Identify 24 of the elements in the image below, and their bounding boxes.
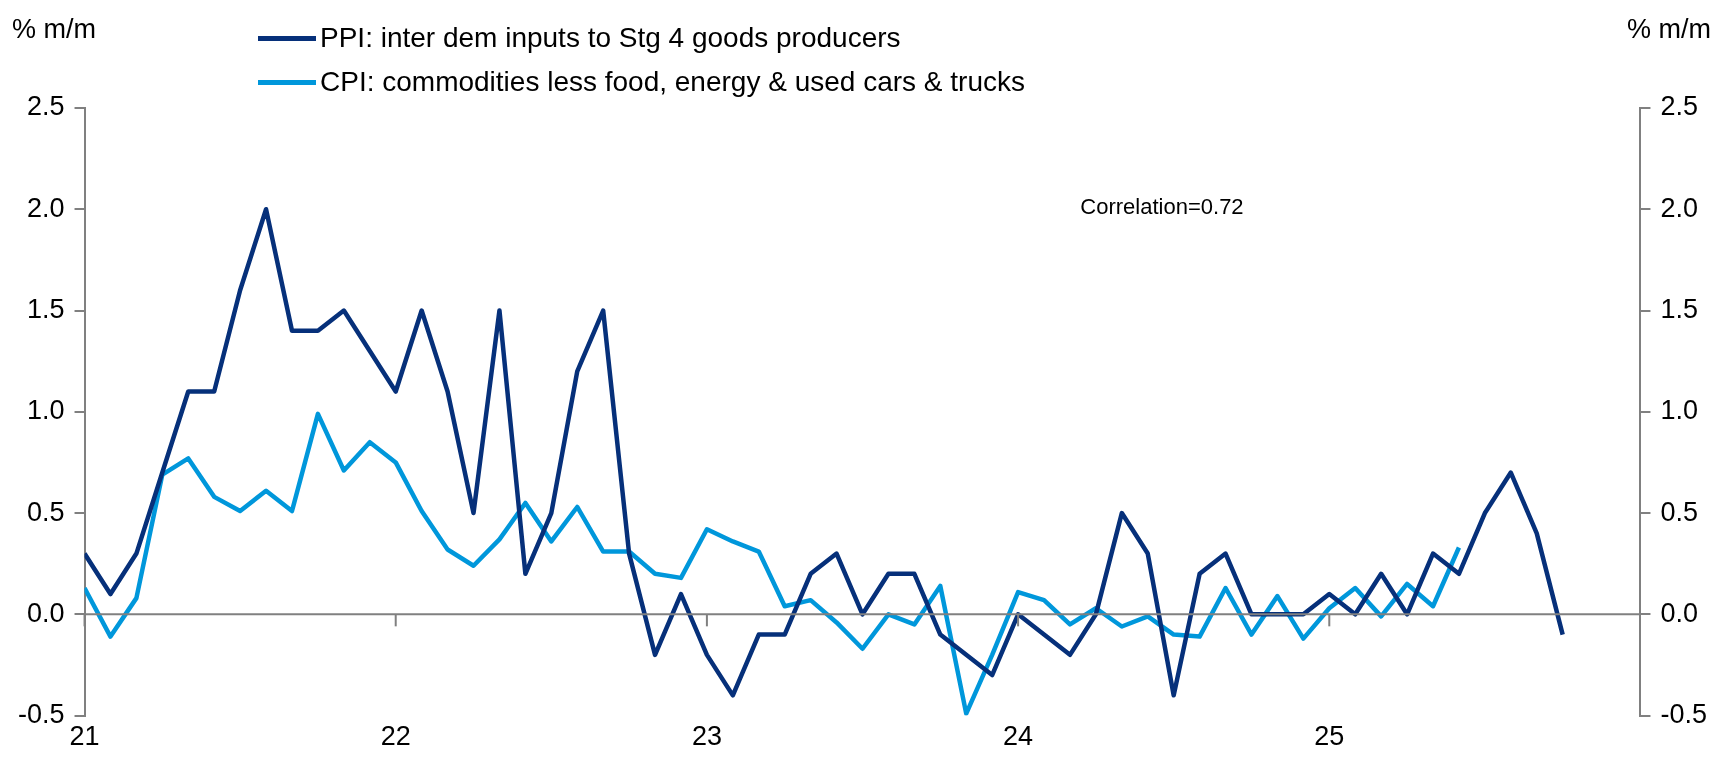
- x-tick-label: 25: [1314, 721, 1345, 752]
- annotation: Correlation=0.72: [1080, 194, 1244, 220]
- legend-label: PPI: inter dem inputs to Stg 4 goods producers: [320, 22, 901, 54]
- y2-tick-label: 2.0: [1660, 192, 1699, 223]
- y2-axis-title: % m/m: [1627, 14, 1711, 45]
- x-tick-label: 23: [691, 721, 722, 752]
- y-tick-label: 2.5: [26, 91, 65, 122]
- y-axis-title: % m/m: [12, 14, 96, 45]
- x-tick-label: 24: [1003, 721, 1034, 752]
- y2-tick-label: 1.0: [1660, 395, 1699, 426]
- y2-tick-label: -0.5: [1660, 699, 1708, 730]
- y-tick-label: 0.0: [26, 597, 65, 628]
- y-tick-label: 1.0: [26, 395, 65, 426]
- y2-tick-label: 0.5: [1660, 496, 1699, 527]
- y2-tick-label: 1.5: [1660, 293, 1699, 324]
- y-tick-label: 0.5: [26, 496, 65, 527]
- y2-tick-label: 2.5: [1660, 91, 1699, 122]
- y-tick-label: 1.5: [26, 293, 65, 324]
- x-tick-label: 22: [380, 721, 411, 752]
- legend-label: CPI: commodities less food, energy & used cars & trucks: [320, 66, 1025, 98]
- x-tick-label: 21: [69, 721, 100, 752]
- y2-tick-label: 0.0: [1660, 597, 1699, 628]
- y-tick-label: -0.5: [17, 699, 65, 730]
- y-tick-label: 2.0: [26, 192, 65, 223]
